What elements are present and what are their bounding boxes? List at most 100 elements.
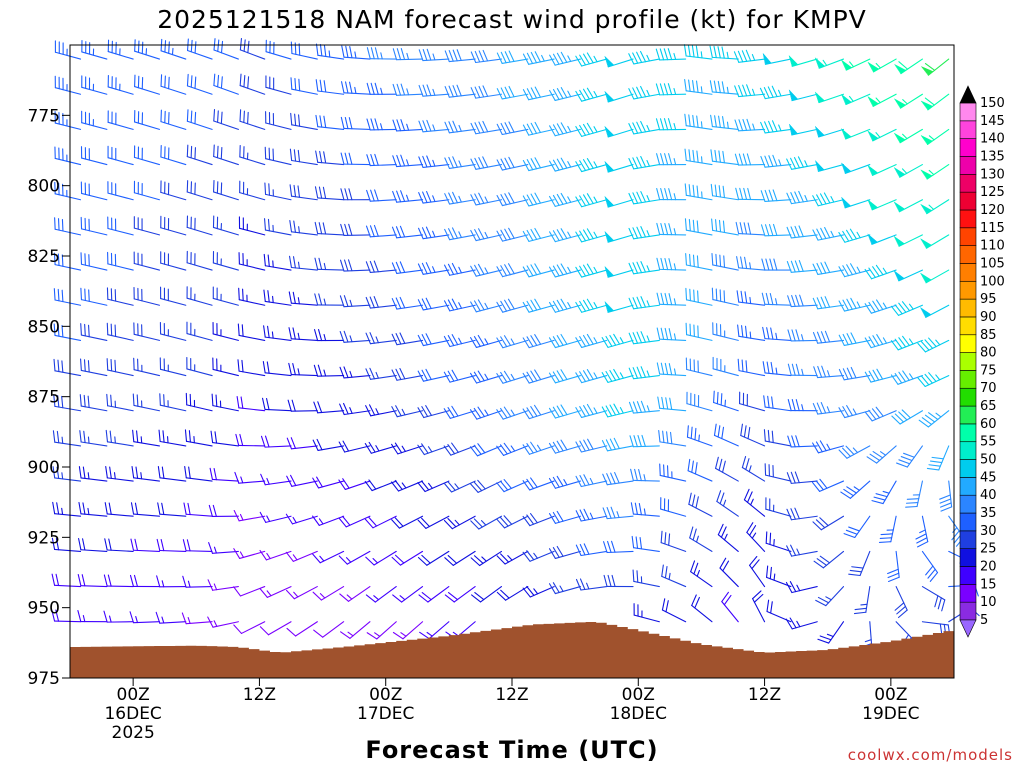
x-tick-label: 17DEC <box>357 704 414 724</box>
wind-barb-full <box>666 431 669 444</box>
wind-barb-full <box>636 226 643 239</box>
wind-barb-full <box>794 225 800 238</box>
wind-barb-full <box>632 227 639 239</box>
wind-barb <box>212 215 239 236</box>
wind-barb <box>522 369 555 384</box>
wind-barb-full <box>687 458 691 472</box>
wind-barb-full <box>632 332 639 344</box>
wind-barb-full <box>530 264 538 276</box>
wind-barb-pennant <box>867 165 879 176</box>
wind-barb-full <box>926 467 940 471</box>
wind-barb-full <box>157 502 161 515</box>
wind-barb <box>391 405 424 418</box>
wind-barb <box>734 84 766 98</box>
wind-barb-full <box>634 502 638 515</box>
wind-barb-half <box>345 557 352 563</box>
wind-barb <box>265 111 292 130</box>
wind-barb <box>690 560 713 588</box>
wind-barb <box>54 217 82 236</box>
wind-barb-full <box>632 192 639 204</box>
wind-barb-full <box>263 253 266 267</box>
wind-barb-full <box>451 227 459 239</box>
wind-barb <box>338 515 371 528</box>
wind-barb-full <box>343 402 349 415</box>
wind-barb <box>684 218 713 236</box>
wind-barb-full <box>628 123 635 135</box>
wind-barb-half <box>646 230 650 237</box>
wind-barb-pennant <box>894 236 905 247</box>
wind-barb-full <box>723 255 726 268</box>
wind-barb-half <box>454 483 460 490</box>
wind-barb <box>522 404 555 420</box>
wind-barb-full <box>824 226 831 239</box>
wind-barb-full <box>451 262 459 275</box>
wind-barb-full <box>816 402 823 415</box>
wind-barb-full <box>663 48 669 61</box>
wind-barb-full <box>821 365 827 378</box>
colorbar-label: 30 <box>980 524 997 539</box>
wind-barb <box>496 442 529 456</box>
wind-barb <box>840 480 871 499</box>
wind-barb-full <box>575 510 582 522</box>
wind-barb <box>763 429 792 447</box>
wind-barb-full <box>268 183 271 196</box>
wind-barb-half <box>109 615 112 623</box>
wind-barb-full <box>715 456 719 469</box>
colorbar-swatch <box>959 566 977 585</box>
wind-barb <box>213 180 239 201</box>
wind-barb <box>762 326 792 341</box>
wind-barb <box>133 110 161 130</box>
wind-barb-full <box>668 533 671 546</box>
wind-barb-pennant <box>604 196 615 208</box>
wind-barb-full <box>661 564 664 577</box>
wind-barb <box>496 227 529 242</box>
wind-barb <box>186 250 213 271</box>
wind-barb <box>575 298 608 313</box>
wind-barb <box>212 357 239 377</box>
colorbar-label: 105 <box>980 256 1005 271</box>
wind-barb <box>684 113 713 130</box>
wind-barb-full <box>628 53 635 65</box>
wind-barb <box>762 53 792 65</box>
wind-barb-full <box>470 520 480 530</box>
wind-barb-full <box>579 265 587 277</box>
wind-barb <box>186 286 213 306</box>
wind-barb-full <box>905 502 919 504</box>
wind-barb-full <box>526 442 534 454</box>
wind-barb-full <box>530 158 538 170</box>
wind-barb-full <box>868 409 877 420</box>
wind-barb <box>713 423 739 447</box>
wind-barb-full <box>366 189 371 202</box>
wind-barb-full <box>747 426 751 440</box>
wind-barb <box>340 152 371 166</box>
wind-barb <box>52 501 82 517</box>
wind-barb <box>575 508 608 522</box>
wind-barb <box>235 433 266 447</box>
wind-barb-full <box>768 120 774 133</box>
wind-barb <box>811 478 845 492</box>
wind-barb-full <box>392 631 404 640</box>
wind-barb <box>315 114 345 130</box>
wind-barb-full <box>815 599 827 607</box>
wind-barb-full <box>928 337 937 348</box>
wind-barb-full <box>693 562 699 575</box>
wind-barb <box>366 621 397 640</box>
wind-barb <box>763 395 792 412</box>
wind-barb-full <box>61 360 64 373</box>
wind-barb-half <box>349 299 353 307</box>
colorbar-swatch <box>959 334 977 353</box>
wind-barb <box>575 578 608 591</box>
wind-barb-full <box>289 184 293 197</box>
wind-barb-half <box>481 556 487 562</box>
wind-barb <box>239 180 266 201</box>
wind-barb <box>418 84 450 97</box>
wind-barb <box>905 480 923 508</box>
wind-barb-full <box>609 369 617 381</box>
wind-barb-full <box>794 260 800 273</box>
wind-barb <box>739 391 766 412</box>
wind-barb-full <box>247 76 250 89</box>
wind-barb-full <box>640 296 647 308</box>
wind-barb-full <box>294 78 297 91</box>
wind-barb-full <box>366 47 371 60</box>
wind-barb-full <box>582 159 590 170</box>
